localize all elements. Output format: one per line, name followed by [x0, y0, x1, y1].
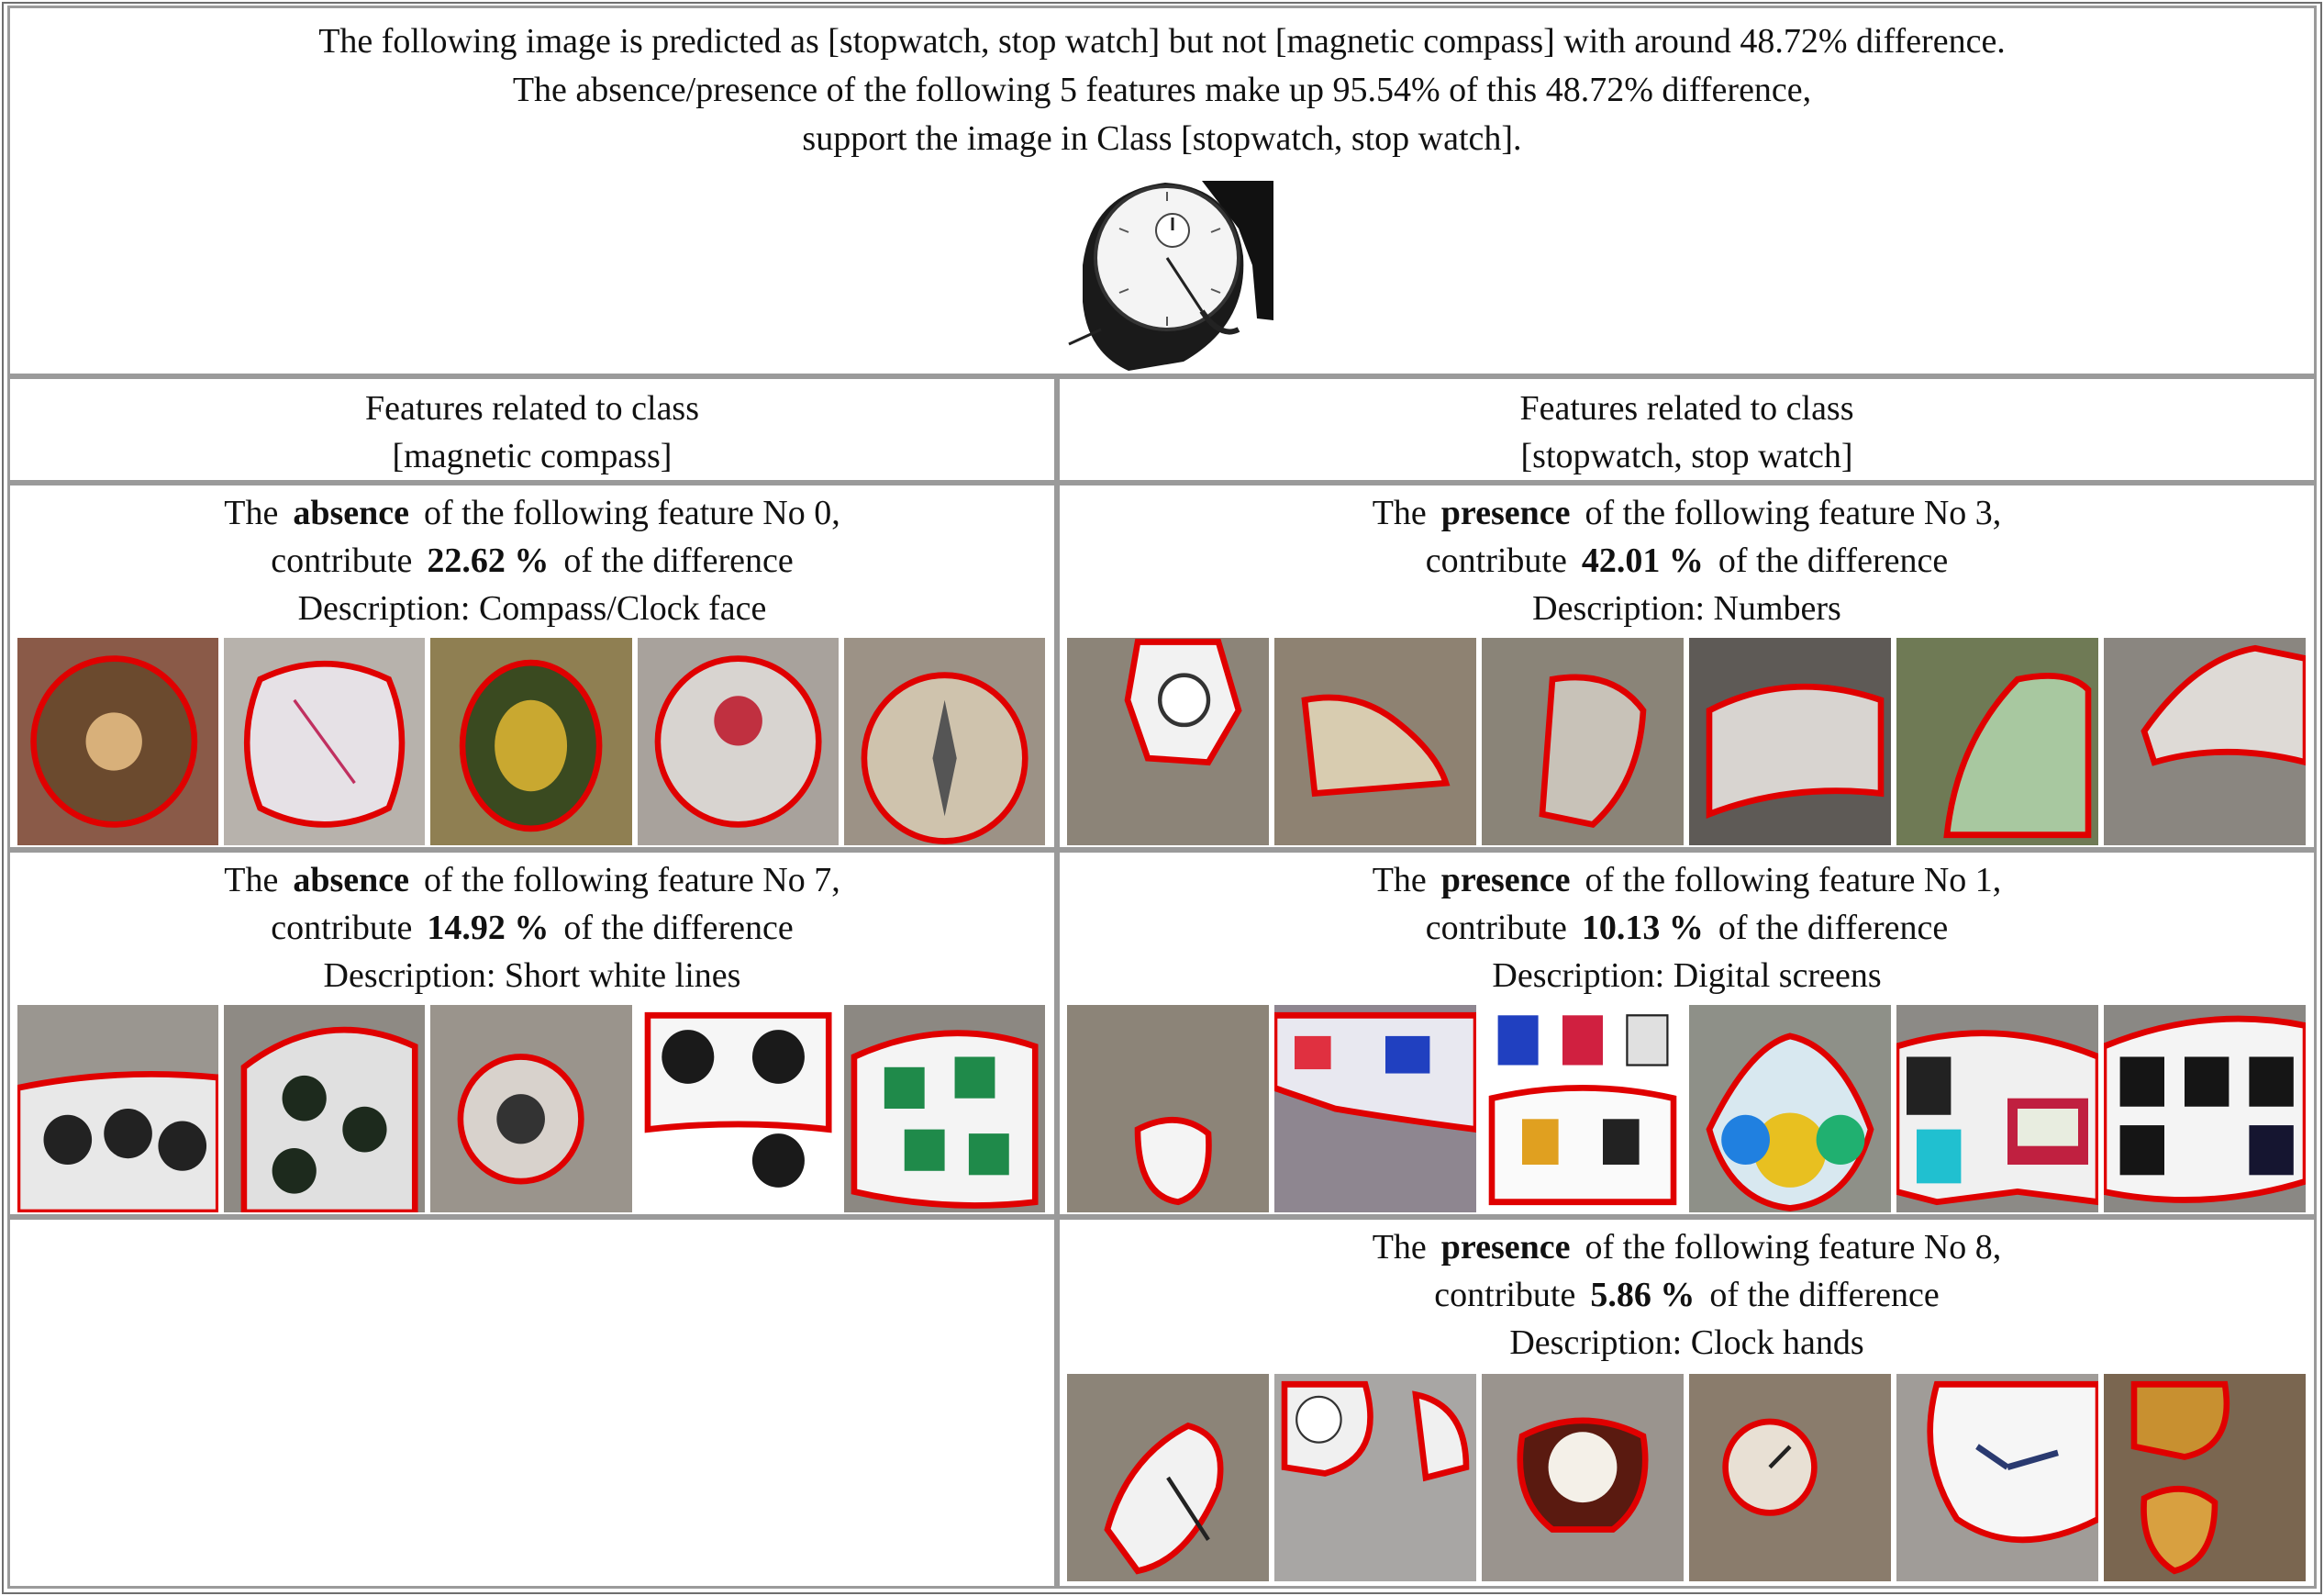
example-image-strip	[1067, 1374, 2306, 1581]
example-image	[1896, 1374, 2098, 1581]
feature-line-2: contribute 14.92 % of the difference	[271, 909, 794, 947]
feature-cell-left-1: The absence of the following feature No 7,…	[7, 850, 1057, 1217]
example-image-strip	[17, 1005, 1046, 1212]
header-line-3: support the image in Class [stopwatch, s…	[802, 119, 1522, 158]
feature-description: Description: Numbers	[1532, 589, 1841, 628]
feature-kind: absence	[293, 861, 409, 899]
feature-percent: 42.01 %	[1581, 541, 1704, 580]
example-image	[1896, 1005, 2098, 1212]
example-image	[637, 1005, 839, 1212]
example-image	[1689, 1005, 1891, 1212]
example-image	[1274, 1005, 1476, 1212]
example-image	[843, 638, 1046, 845]
example-image	[430, 638, 632, 845]
example-image	[1067, 1005, 1269, 1212]
example-image	[224, 1005, 426, 1212]
empty-cell	[7, 1217, 1057, 1589]
feature-percent: 14.92 %	[427, 909, 550, 947]
header-line-2: The absence/presence of the following 5 …	[512, 71, 1812, 109]
feature-description: Description: Digital screens	[1492, 956, 1882, 995]
example-image	[1482, 638, 1684, 845]
example-image	[1067, 638, 1269, 845]
header-line-1: The following image is predicted as [sto…	[318, 22, 2006, 61]
feature-line-1: The presence of the following feature No 8…	[1372, 1228, 2002, 1267]
feature-description: Description: Compass/Clock face	[297, 589, 767, 628]
feature-kind: presence	[1440, 1228, 1571, 1267]
header-cell: The following image is predicted as [sto…	[7, 6, 2317, 376]
feature-description: Description: Short white lines	[323, 956, 741, 995]
feature-line-2: contribute 22.62 % of the difference	[271, 541, 794, 580]
example-image	[2104, 638, 2306, 845]
left-column-header: Features related to class [magnetic comp…	[7, 376, 1057, 483]
feature-line-1: The presence of the following feature No 1…	[1372, 861, 2002, 899]
right-column-header: Features related to class [stopwatch, st…	[1057, 376, 2317, 483]
example-image	[1689, 1374, 1891, 1581]
example-image	[1482, 1005, 1684, 1212]
example-image	[2104, 1374, 2306, 1581]
left-header-line-2: [magnetic compass]	[392, 437, 673, 475]
example-image-strip	[17, 638, 1046, 845]
feature-cell-right-0: The presence of the following feature No 3…	[1057, 483, 2317, 850]
example-image	[2104, 1005, 2306, 1212]
example-image-strip	[1067, 1005, 2306, 1212]
example-image	[1689, 638, 1891, 845]
example-image	[1274, 638, 1476, 845]
stopwatch-photo	[1064, 164, 1275, 374]
feature-kind: presence	[1440, 861, 1571, 899]
left-header-line-1: Features related to class	[364, 389, 700, 428]
right-header-line-1: Features related to class	[1519, 389, 1854, 428]
example-image	[1896, 638, 2098, 845]
feature-line-2: contribute 10.13 % of the difference	[1425, 909, 1949, 947]
example-image	[1482, 1374, 1684, 1581]
example-image	[224, 638, 426, 845]
feature-percent: 10.13 %	[1581, 909, 1704, 947]
example-image	[843, 1005, 1046, 1212]
example-image	[1274, 1374, 1476, 1581]
feature-kind: presence	[1440, 494, 1571, 532]
feature-cell-right-1: The presence of the following feature No 1…	[1057, 850, 2317, 1217]
feature-line-1: The presence of the following feature No 3…	[1372, 494, 2002, 532]
example-image	[17, 638, 219, 845]
feature-description: Description: Clock hands	[1509, 1323, 1864, 1362]
example-image	[17, 1005, 219, 1212]
example-image	[1067, 1374, 1269, 1581]
example-image	[430, 1005, 632, 1212]
feature-line-1: The absence of the following feature No 7,	[224, 861, 840, 899]
example-image-strip	[1067, 638, 2306, 845]
feature-percent: 22.62 %	[427, 541, 550, 580]
right-header-line-2: [stopwatch, stop watch]	[1520, 437, 1853, 475]
feature-cell-right-2: The presence of the following feature No 8…	[1057, 1217, 2317, 1589]
feature-line-2: contribute 5.86 % of the difference	[1434, 1276, 1940, 1314]
feature-cell-left-0: The absence of the following feature No 0,…	[7, 483, 1057, 850]
feature-line-1: The absence of the following feature No 0,	[224, 494, 840, 532]
feature-percent: 5.86 %	[1590, 1276, 1696, 1314]
feature-line-2: contribute 42.01 % of the difference	[1425, 541, 1949, 580]
feature-kind: absence	[293, 494, 409, 532]
example-image	[637, 638, 839, 845]
